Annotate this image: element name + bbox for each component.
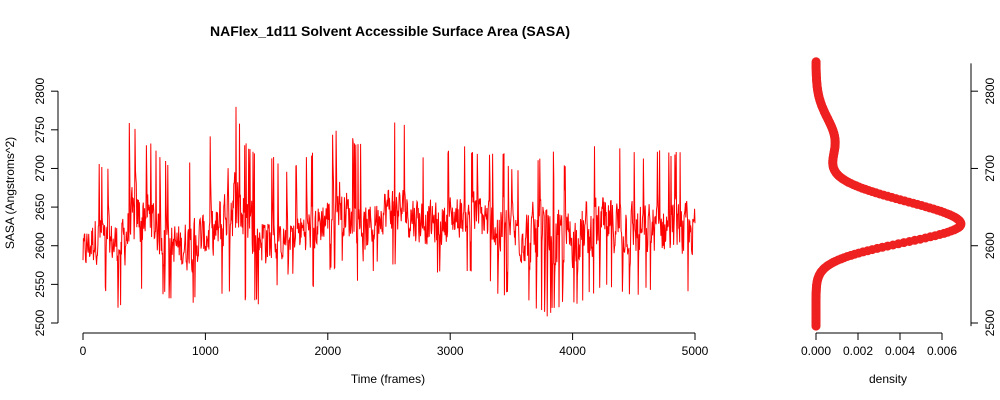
density-y-tick-label: 2700 bbox=[983, 155, 997, 182]
time-series-panel: 0 1000 2000 3000 4000 5000 2500 2550 2600 2650 27… bbox=[3, 78, 709, 386]
y-axis-title: SASA (Angstroms^2) bbox=[3, 137, 17, 249]
density-x-tick-label: 0.004 bbox=[885, 344, 915, 358]
density-x-tick-label: 0.000 bbox=[801, 344, 831, 358]
x-tick-label: 4000 bbox=[559, 344, 586, 358]
x-axis-title: Time (frames) bbox=[351, 372, 425, 386]
time-x-ticks: 0 1000 2000 3000 4000 5000 bbox=[80, 333, 709, 358]
density-point bbox=[811, 57, 821, 67]
density-panel: 0.000 0.002 0.004 0.006 2500 2600 2700 2800 de… bbox=[801, 57, 997, 386]
y-tick-label: 2800 bbox=[33, 78, 47, 105]
density-x-tick-label: 0.002 bbox=[843, 344, 873, 358]
y-tick-label: 2550 bbox=[33, 271, 47, 298]
y-tick-label: 2500 bbox=[33, 309, 47, 336]
sasa-series bbox=[82, 106, 696, 317]
x-tick-label: 2000 bbox=[314, 344, 341, 358]
density-x-tick-label: 0.006 bbox=[927, 344, 957, 358]
x-tick-label: 1000 bbox=[192, 344, 219, 358]
density-y-tick-label: 2500 bbox=[983, 309, 997, 336]
density-y-tick-label: 2800 bbox=[983, 78, 997, 105]
chart-title: NAFlex_1d11 Solvent Accessible Surface A… bbox=[210, 23, 570, 39]
density-y-tick-label: 2600 bbox=[983, 232, 997, 259]
x-tick-label: 3000 bbox=[437, 344, 464, 358]
density-x-ticks: 0.000 0.002 0.004 0.006 bbox=[801, 333, 957, 358]
y-tick-label: 2600 bbox=[33, 232, 47, 259]
x-tick-label: 5000 bbox=[682, 344, 709, 358]
density-y-ticks: 2500 2600 2700 2800 bbox=[971, 78, 997, 336]
density-curve bbox=[811, 57, 966, 331]
y-tick-label: 2750 bbox=[33, 116, 47, 143]
sasa-y-ticks: 2500 2550 2600 2650 2700 2750 2800 bbox=[33, 78, 58, 336]
density-axis-title: density bbox=[869, 372, 907, 386]
y-tick-label: 2650 bbox=[33, 193, 47, 220]
sasa-trace bbox=[82, 106, 696, 317]
x-tick-label: 0 bbox=[80, 344, 87, 358]
y-tick-label: 2700 bbox=[33, 155, 47, 182]
